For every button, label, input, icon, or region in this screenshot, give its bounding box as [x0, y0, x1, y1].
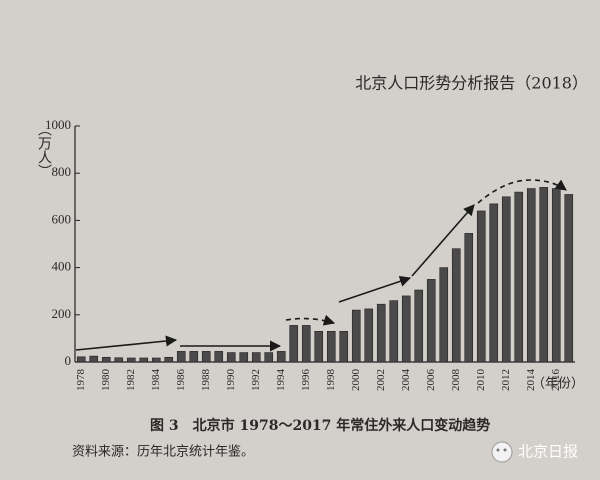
trend-arrows [75, 179, 567, 352]
bar [539, 187, 549, 363]
trend-arrow [338, 275, 412, 303]
axes: 0 200 400 600 800 1000 1978 1980 1982 1984 1986 198… [45, 117, 575, 391]
x-tick-label: 1984 [150, 369, 162, 392]
bar [151, 357, 161, 363]
y-tick-label: 800 [52, 164, 72, 179]
x-axis-label: （年份） [532, 377, 584, 392]
x-tick-label: 2002 [375, 369, 387, 391]
x-tick-label: 1990 [225, 369, 237, 392]
bar [314, 331, 324, 363]
bar [101, 356, 111, 363]
bar [176, 351, 186, 363]
x-tick-label: 2016 [550, 369, 562, 392]
bar [364, 308, 374, 363]
x-tick-label: 1998 [325, 369, 337, 392]
y-tick-label: 400 [52, 259, 72, 274]
bar [376, 303, 386, 363]
bar [426, 279, 436, 363]
x-tick-label: 2000 [350, 369, 362, 392]
bar [389, 300, 399, 363]
x-tick-label: 2004 [400, 369, 412, 392]
bar [464, 233, 474, 363]
bar [214, 351, 224, 363]
source-note: 资料来源：历年北京统计年鉴。 [72, 445, 254, 460]
bar [451, 248, 461, 363]
bar [476, 210, 486, 363]
x-tick-label: 2008 [450, 369, 462, 392]
bars [76, 187, 574, 363]
bar [226, 352, 236, 363]
bar [76, 356, 86, 363]
bar [126, 357, 136, 363]
bar [276, 351, 286, 363]
bar [564, 194, 574, 363]
bar [239, 352, 249, 363]
x-tick-label: 1986 [175, 369, 187, 392]
bar [289, 325, 299, 363]
trend-arrow [75, 335, 178, 351]
y-tick-label: 600 [52, 211, 72, 226]
bar [114, 357, 124, 363]
bar [351, 309, 361, 363]
bar [164, 356, 174, 363]
watermark-icon [491, 441, 513, 463]
bar [251, 352, 261, 363]
x-tick-label: 1994 [275, 369, 287, 392]
bar [551, 188, 561, 363]
bar [301, 325, 311, 363]
y-tick-label: 200 [52, 306, 72, 321]
bar [201, 351, 211, 363]
x-tick-label: 1992 [250, 369, 262, 391]
x-tick-label: 2006 [425, 369, 437, 392]
x-tick-label: 1978 [75, 369, 87, 392]
bar [514, 191, 524, 363]
y-tick-label: 0 [65, 353, 72, 368]
bar [526, 188, 536, 363]
x-tick-label: 2014 [525, 369, 537, 392]
bar [501, 196, 511, 363]
bar [439, 267, 449, 363]
bar [339, 331, 349, 363]
caption: 图 3 北京市 1978～2017 年常住外来人口变动趋势 [150, 417, 490, 434]
bar [189, 351, 199, 363]
bar [489, 203, 499, 363]
bar [139, 357, 149, 363]
bar [264, 352, 274, 363]
y-axis-label: （万人） [36, 122, 52, 178]
x-tick-label: 1988 [200, 369, 212, 392]
watermark: 北京日报 [518, 443, 578, 461]
x-tick-label: 1996 [300, 369, 312, 392]
trend-arrow [411, 204, 475, 277]
trend-arrow [477, 179, 567, 204]
page-header: 北京人口形势分析报告（2018） [355, 74, 588, 93]
bar [414, 289, 424, 363]
x-tick-label: 1980 [100, 369, 112, 392]
x-tick-label: 1982 [125, 369, 137, 391]
bar [401, 295, 411, 363]
x-tick-label: 2012 [500, 369, 512, 391]
x-tick-label: 2010 [475, 369, 487, 392]
trend-arrow [285, 314, 336, 326]
y-tick-label: 1000 [45, 117, 71, 132]
bar [89, 355, 99, 363]
bar [326, 331, 336, 363]
